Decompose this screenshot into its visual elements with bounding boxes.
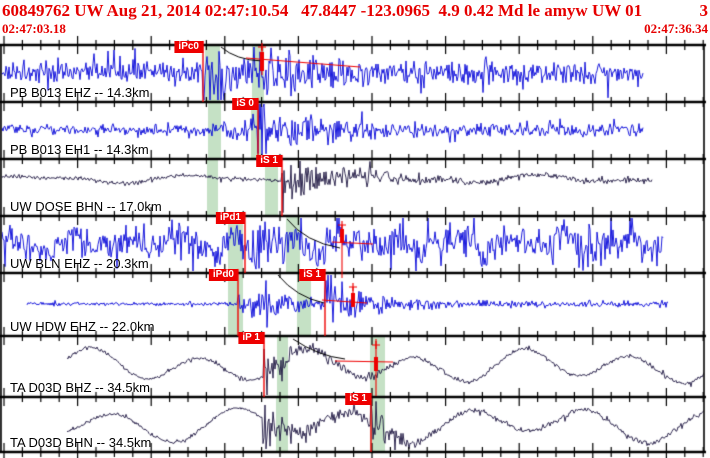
pick-flag[interactable]: iPc0 bbox=[174, 41, 203, 53]
trace-label: PB B013 EHZ -- 14.3km bbox=[10, 85, 150, 100]
pick-flag[interactable]: iS 1 bbox=[345, 393, 371, 405]
trace-label: TA D03D BHN -- 34.5km bbox=[10, 435, 152, 450]
trace-label: UW BLN EHZ -- 20.3km bbox=[10, 256, 149, 271]
pick-flag[interactable]: iS 1 bbox=[299, 269, 325, 281]
pick-flag[interactable]: iS 1 bbox=[256, 155, 282, 167]
pick-flag[interactable]: iPd1 bbox=[215, 212, 245, 224]
pick-flag[interactable]: iS 0 bbox=[232, 98, 258, 110]
trace-label: UW HDW EHZ -- 22.0km bbox=[10, 319, 155, 334]
trace-label: TA D03D BHZ -- 34.5km bbox=[10, 380, 150, 395]
pick-flag[interactable]: iP 1 bbox=[238, 332, 264, 344]
trace-label: PB B013 EH1 -- 14.3km bbox=[10, 142, 149, 157]
pick-flag[interactable]: iPd0 bbox=[208, 269, 238, 281]
trace-label: UW DOSE BHN -- 17.0km bbox=[10, 199, 162, 214]
